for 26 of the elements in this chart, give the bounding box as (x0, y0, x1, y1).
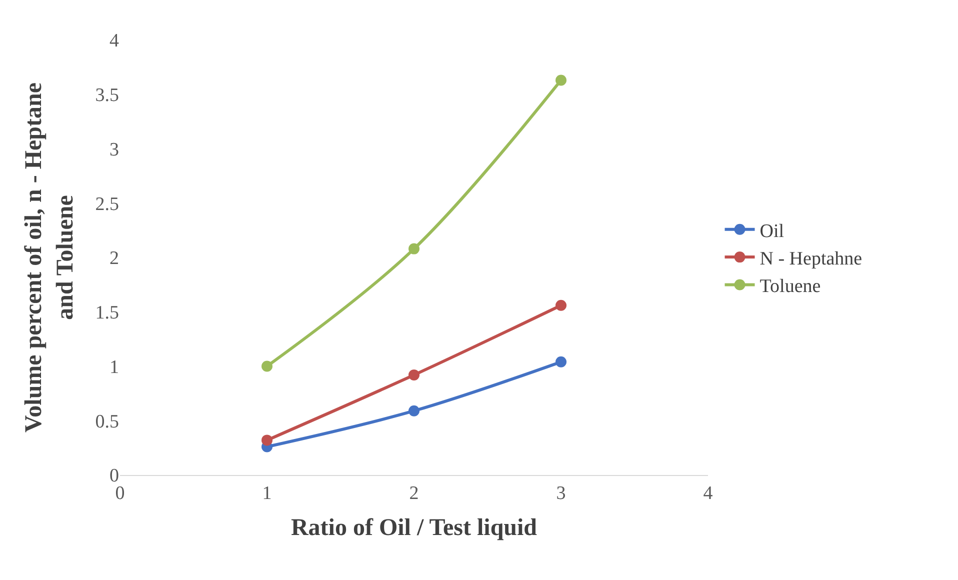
y-tick-label: 1.5 (95, 302, 119, 324)
y-tick-label: 1 (110, 356, 119, 378)
point (408, 369, 420, 380)
point (262, 360, 272, 372)
y-tick-label: 3.5 (95, 85, 119, 106)
y-tick-label: 2 (110, 248, 119, 270)
point (556, 300, 566, 311)
point (408, 243, 420, 254)
point (262, 434, 272, 446)
y-tick-label: 0.5 (95, 411, 119, 432)
x-tick-label: 4 (703, 482, 714, 504)
legend-label: Oil (760, 220, 784, 242)
legend-label: Toluene (760, 276, 821, 298)
x-tick-label: 1 (262, 482, 272, 504)
point (556, 356, 566, 368)
point (556, 74, 566, 86)
y-tick-label: 3 (110, 139, 119, 160)
y-tick-label: 4 (110, 30, 120, 52)
y-tick-label: 2.5 (95, 194, 119, 215)
x-tick-label: 3 (556, 482, 566, 504)
legend-label: N - Heptahne (760, 248, 862, 270)
y-axis-title: Volume percent of oil, n - Heptane and Toluene (21, 82, 78, 432)
y-tick-label: 0 (110, 466, 119, 487)
point (408, 405, 420, 416)
x-tick-label: 2 (409, 482, 419, 504)
x-axis-title: Ratio of Oil / Test liquid (290, 515, 538, 542)
